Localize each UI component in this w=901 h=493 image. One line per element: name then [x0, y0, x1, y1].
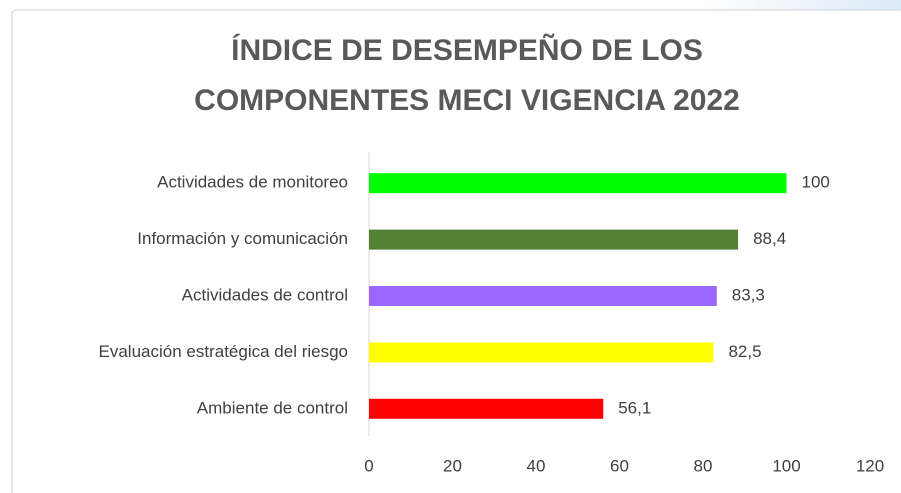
y-tick-label: Actividades de monitoreo	[157, 173, 348, 192]
y-tick-label: Información y comunicación	[137, 229, 348, 248]
x-tick-label: 120	[856, 456, 884, 475]
data-label: 83,3	[732, 285, 765, 304]
x-tick-label: 100	[772, 456, 800, 475]
bar	[369, 229, 739, 250]
data-label: 100	[802, 173, 830, 192]
data-label: 88,4	[753, 229, 786, 248]
chart-title: COMPONENTES MECI VIGENCIA 2022	[194, 84, 740, 117]
x-tick-label: 80	[694, 456, 713, 475]
x-tick-label: 60	[610, 456, 629, 475]
y-tick-label: Ambiente de control	[197, 398, 348, 417]
y-tick-label: Actividades de control	[182, 285, 348, 304]
bar	[369, 398, 604, 419]
y-tick-label: Evaluación estratégica del riesgo	[99, 342, 348, 361]
bar	[369, 342, 714, 363]
x-tick-label: 40	[527, 456, 546, 475]
x-tick-label: 20	[443, 456, 462, 475]
bar	[369, 286, 717, 306]
chart-title: ÍNDICE DE DESEMPEÑO DE LOS	[231, 33, 703, 67]
x-tick-label: 0	[364, 456, 373, 475]
chart-area	[11, 9, 901, 493]
data-label: 56,1	[618, 398, 651, 417]
bar	[369, 173, 787, 194]
data-label: 82,5	[728, 342, 761, 361]
